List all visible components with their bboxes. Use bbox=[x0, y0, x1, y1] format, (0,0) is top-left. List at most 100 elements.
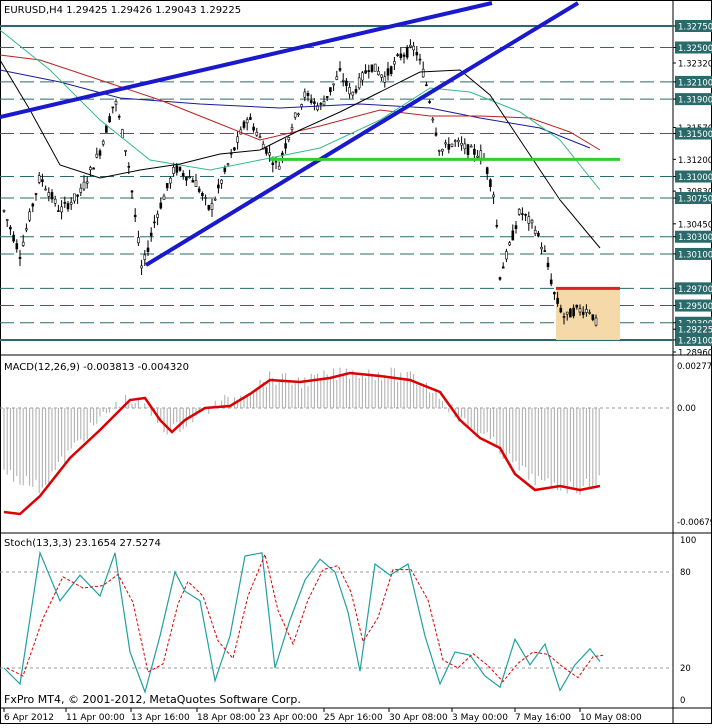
candle-body bbox=[2, 210, 6, 212]
candle-body bbox=[175, 165, 179, 173]
candle-body bbox=[473, 148, 476, 155]
price-label: 1.31000 bbox=[678, 173, 712, 183]
candle-body bbox=[543, 250, 547, 252]
candle-body bbox=[89, 167, 92, 171]
macd-header: MACD(12,26,9) -0.003813 -0.004320 bbox=[4, 362, 189, 373]
candle-body bbox=[297, 113, 300, 116]
price-label: 1.30450 bbox=[678, 220, 712, 230]
lower-trendline[interactable] bbox=[144, 1, 580, 267]
candle-body bbox=[124, 149, 127, 152]
price-label: 1.32500 bbox=[678, 44, 712, 54]
copyright-footer: FxPro MT4, © 2001-2012, MetaQuotes Softw… bbox=[4, 693, 301, 706]
candle-body bbox=[380, 74, 383, 78]
price-label-box bbox=[675, 299, 712, 312]
candle-body bbox=[85, 181, 89, 184]
candle-body bbox=[274, 160, 278, 163]
candle-body bbox=[66, 203, 70, 210]
candle-body bbox=[325, 96, 329, 98]
price-label-box bbox=[675, 20, 712, 32]
time-label: 11 Apr 00:00 bbox=[66, 713, 125, 723]
candle-body bbox=[319, 103, 323, 105]
candle-body bbox=[265, 147, 268, 154]
candle-body bbox=[425, 84, 428, 87]
candle-body bbox=[146, 247, 150, 253]
candle-body bbox=[293, 112, 297, 118]
candle-body bbox=[284, 143, 287, 149]
candle-body bbox=[533, 229, 537, 234]
candle-body bbox=[556, 297, 559, 304]
candle-body bbox=[217, 184, 220, 189]
candle-body bbox=[210, 203, 214, 210]
candle-body bbox=[476, 155, 479, 158]
candle-body bbox=[18, 256, 22, 259]
candle-body bbox=[332, 83, 335, 86]
stoch-signal-line bbox=[6, 552, 604, 683]
candle-body bbox=[121, 129, 124, 139]
candle-body bbox=[431, 118, 435, 121]
candle-body bbox=[402, 54, 406, 57]
candle-body bbox=[453, 140, 457, 142]
candle-body bbox=[396, 54, 399, 57]
candle-body bbox=[287, 137, 291, 141]
candle-body bbox=[169, 177, 172, 184]
price-label: 1.30100 bbox=[678, 250, 712, 260]
candle-body bbox=[562, 316, 566, 318]
time-label: 3 May 00:00 bbox=[452, 713, 508, 723]
candle-body bbox=[437, 150, 441, 152]
ma-red bbox=[0, 54, 601, 151]
candle-body bbox=[31, 203, 35, 207]
candle-body bbox=[565, 311, 569, 315]
candle-body bbox=[338, 68, 342, 71]
candle-body bbox=[92, 167, 95, 170]
price-label-box bbox=[675, 41, 712, 54]
ma-blue bbox=[0, 69, 591, 149]
price-label-box bbox=[675, 127, 712, 140]
candle-body bbox=[377, 70, 380, 76]
candle-body bbox=[393, 61, 396, 65]
candle-body bbox=[514, 225, 518, 229]
candle-body bbox=[60, 206, 63, 213]
candle-body bbox=[341, 79, 345, 82]
candle-body bbox=[399, 53, 403, 59]
candle-body bbox=[591, 314, 595, 320]
candle-body bbox=[463, 143, 467, 150]
candle-body bbox=[418, 58, 422, 61]
candle-body bbox=[127, 166, 131, 168]
candle-body bbox=[357, 77, 361, 89]
candle-body bbox=[306, 93, 310, 96]
candle-body bbox=[348, 87, 351, 95]
candle-body bbox=[236, 136, 239, 143]
upper-trendline[interactable] bbox=[0, 1, 493, 119]
time-label: 25 Apr 16:00 bbox=[324, 713, 383, 723]
candle-body bbox=[130, 190, 134, 193]
candle-body bbox=[421, 68, 425, 78]
candle-body bbox=[197, 188, 201, 192]
candle-body bbox=[386, 68, 390, 76]
candle-body bbox=[258, 136, 262, 139]
candle-body bbox=[498, 277, 502, 280]
consolidation-box[interactable] bbox=[556, 288, 620, 340]
candle-body bbox=[114, 100, 118, 105]
candle-body bbox=[44, 188, 47, 191]
trend-lines[interactable] bbox=[0, 1, 620, 290]
candle-body bbox=[361, 72, 364, 81]
candle-body bbox=[172, 167, 175, 174]
candle-body bbox=[223, 167, 227, 172]
candle-body bbox=[261, 143, 265, 150]
candle-body bbox=[5, 219, 9, 221]
macd-indicator: 0.002772 0.00 -0.006795 bbox=[0, 362, 712, 528]
time-label: 23 Apr 00:00 bbox=[259, 713, 318, 723]
consolidation-zone bbox=[556, 288, 620, 340]
candle-body bbox=[409, 44, 412, 48]
candle-body bbox=[178, 166, 182, 171]
main-panel-header: EURUSD,H4 1.29425 1.29426 1.29043 1.2922… bbox=[4, 5, 241, 16]
candle-body bbox=[351, 91, 355, 96]
candle-body bbox=[460, 143, 463, 146]
time-label: 10 May 08:00 bbox=[580, 713, 642, 723]
price-label-box bbox=[675, 230, 712, 243]
candle-body bbox=[290, 127, 294, 130]
candle-body bbox=[527, 216, 531, 224]
candle-body bbox=[428, 101, 431, 103]
price-label-box bbox=[675, 333, 712, 346]
